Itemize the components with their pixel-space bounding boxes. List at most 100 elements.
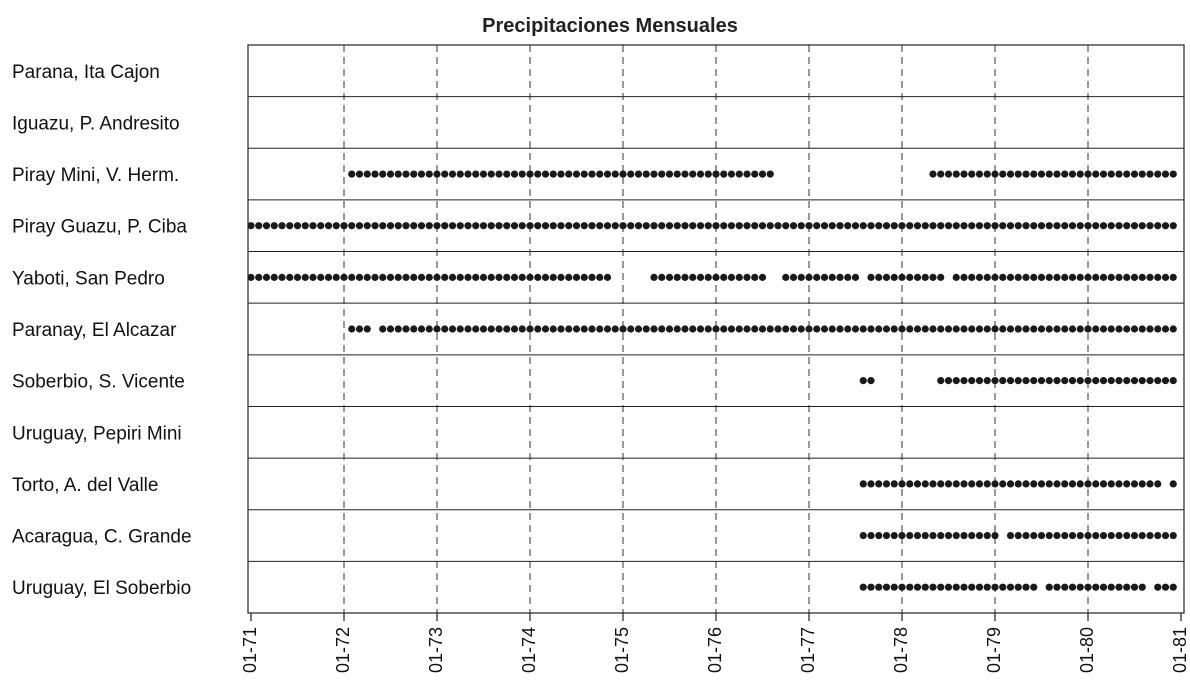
data-point (758, 222, 767, 230)
data-point (1107, 531, 1115, 540)
data-point (394, 170, 402, 178)
data-point (1154, 170, 1162, 178)
data-point (557, 273, 565, 281)
data-point (441, 170, 449, 178)
data-point (1037, 273, 1046, 281)
data-point (1030, 325, 1038, 333)
data-point (1154, 325, 1162, 333)
data-point (549, 170, 557, 178)
data-point (1030, 222, 1038, 230)
data-point (1099, 170, 1108, 178)
data-point (704, 325, 712, 333)
data-point (1115, 377, 1123, 385)
data-point (650, 273, 658, 281)
data-point (332, 222, 340, 230)
data-point (1115, 480, 1123, 488)
data-point (464, 222, 472, 230)
data-point (999, 325, 1007, 333)
data-point (937, 170, 945, 178)
data-point (712, 170, 720, 178)
data-point (681, 325, 689, 333)
data-point (960, 325, 968, 333)
data-point (1045, 170, 1053, 178)
data-point (588, 170, 596, 178)
data-point (1045, 222, 1053, 230)
data-point (1030, 583, 1038, 591)
data-point (1053, 480, 1061, 488)
data-point (603, 325, 612, 333)
data-point (952, 325, 960, 333)
data-point (371, 170, 379, 178)
data-point (882, 273, 891, 281)
data-point (890, 531, 898, 540)
data-point (751, 170, 759, 178)
data-point (247, 273, 255, 281)
data-point (960, 480, 968, 488)
data-point (1130, 480, 1139, 488)
data-point (789, 222, 798, 230)
x-tick-label: 01-74 (519, 627, 539, 673)
plot-frame (247, 44, 1185, 614)
data-point (379, 170, 387, 178)
data-point (782, 273, 790, 281)
data-point (929, 325, 937, 333)
data-point (968, 325, 976, 333)
data-point (1146, 480, 1154, 488)
data-point (464, 170, 472, 178)
data-point (293, 222, 302, 230)
data-point (1045, 531, 1053, 540)
data-point (906, 480, 914, 488)
data-point (929, 531, 937, 540)
data-point (1006, 273, 1015, 281)
data-point (472, 222, 480, 230)
data-point (875, 273, 883, 281)
data-point (379, 222, 387, 230)
data-point (588, 273, 596, 281)
data-point (355, 325, 364, 333)
data-point (270, 273, 278, 281)
data-point (921, 325, 929, 333)
data-point (1061, 222, 1069, 230)
data-point (1084, 325, 1092, 333)
data-point (1022, 377, 1030, 385)
data-point (867, 480, 875, 488)
data-point (859, 583, 867, 591)
data-point (394, 273, 402, 281)
data-point (255, 222, 263, 230)
data-point (603, 273, 612, 281)
data-point (743, 170, 751, 178)
data-point (929, 583, 937, 591)
data-point (844, 325, 852, 333)
data-point (875, 222, 883, 230)
data-point (1068, 583, 1077, 591)
data-point (348, 273, 356, 281)
data-point (960, 273, 968, 281)
row-label: Torto, A. del Valle (12, 475, 158, 496)
data-point (611, 222, 619, 230)
data-point (937, 325, 945, 333)
data-point (727, 170, 736, 178)
data-point (890, 273, 898, 281)
data-point (650, 325, 658, 333)
data-point (1146, 222, 1154, 230)
data-point (929, 480, 937, 488)
data-point (844, 222, 852, 230)
data-point (363, 222, 371, 230)
data-point (937, 377, 945, 385)
data-point (1084, 170, 1092, 178)
data-point (1092, 170, 1100, 178)
data-point (743, 325, 751, 333)
data-point (441, 325, 449, 333)
data-point (634, 325, 643, 333)
data-point (658, 273, 666, 281)
data-point (394, 222, 402, 230)
data-point (472, 325, 480, 333)
data-point (665, 273, 674, 281)
data-point (913, 531, 922, 540)
data-point (1053, 170, 1061, 178)
data-point (596, 170, 604, 178)
data-point (774, 325, 782, 333)
data-point (944, 170, 953, 178)
data-point (913, 480, 922, 488)
data-point (270, 222, 278, 230)
